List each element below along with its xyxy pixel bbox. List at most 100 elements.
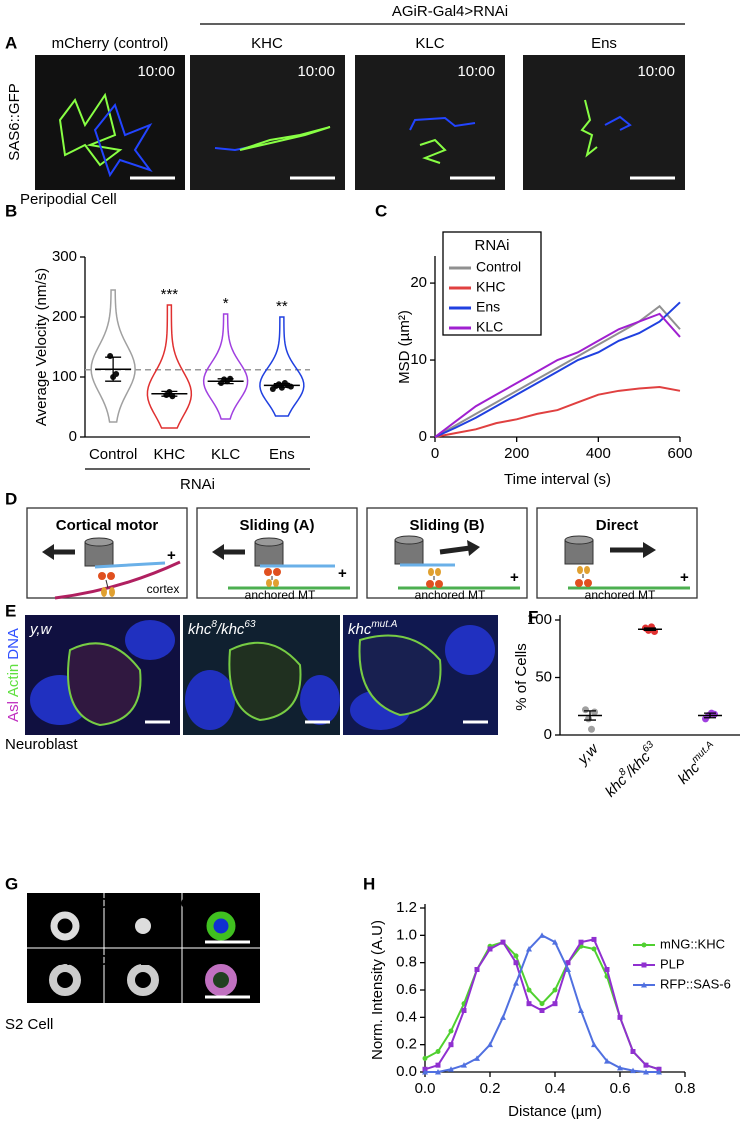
legend-label: RFP::SAS-6 xyxy=(660,976,731,991)
track-label: anchored MT xyxy=(415,588,486,602)
genotype-label-part: mut.A xyxy=(371,619,397,630)
marker xyxy=(527,988,532,993)
track-label: anchored MT xyxy=(585,588,656,602)
replicate-point xyxy=(582,706,589,713)
marker xyxy=(436,1049,441,1054)
channel-label: mNG::KHC xyxy=(30,895,108,912)
y-axis-title: Norm. Intensity (A.U) xyxy=(369,920,386,1060)
model-title: Sliding (B) xyxy=(410,517,485,534)
caption: Neuroblast xyxy=(5,736,78,753)
x-tick-label: 0.0 xyxy=(415,1080,436,1097)
timestamp: 10:00 xyxy=(637,63,675,80)
legend-title: RNAi xyxy=(474,237,509,254)
column-title: mCherry (control) xyxy=(52,35,169,52)
y-tick-label: 0 xyxy=(419,428,427,445)
legend-label: Control xyxy=(476,259,521,275)
panel-label: B xyxy=(5,201,17,220)
marker xyxy=(475,967,480,972)
replicate-point xyxy=(591,709,598,716)
channel-legend: AslActinDNA xyxy=(5,628,22,722)
plus-end: + xyxy=(167,547,176,564)
x-tick-label: 0.6 xyxy=(610,1080,631,1097)
y-tick-label: 200 xyxy=(52,308,77,325)
group-label: RNAi xyxy=(180,476,215,493)
legend-label: KHC xyxy=(476,279,506,295)
panel-label: H xyxy=(363,874,375,893)
y-tick-label: 1.2 xyxy=(396,899,417,916)
column-title: Ens xyxy=(591,35,617,52)
x-tick-label: Control xyxy=(89,446,137,463)
x-tick-label: KLC xyxy=(211,446,240,463)
x-tick-label: KHC xyxy=(154,446,186,463)
channel-label: PLP xyxy=(130,952,159,969)
marker xyxy=(540,1001,545,1006)
x-axis-title: Time interval (s) xyxy=(504,471,611,488)
x-axis-title: Distance (µm) xyxy=(508,1103,602,1120)
plus-end: + xyxy=(680,569,689,586)
y-axis-title: % of Cells xyxy=(513,643,530,711)
marker xyxy=(644,1063,649,1068)
y-tick-label: 0.6 xyxy=(396,981,417,998)
model-title: Sliding (A) xyxy=(240,517,315,534)
channel-label: mNG::KHC xyxy=(30,952,108,969)
x-tick-label: 600 xyxy=(667,445,692,462)
panel-label: A xyxy=(5,33,17,52)
marker xyxy=(462,1008,467,1013)
y-tick-label: 1.0 xyxy=(396,926,417,943)
marker xyxy=(514,960,519,965)
genotype-label: y,w xyxy=(29,621,53,638)
plus-end: + xyxy=(510,569,519,586)
y-tick-label: 0.2 xyxy=(396,1036,417,1053)
marker xyxy=(501,940,506,945)
marker xyxy=(592,947,597,952)
significance: ** xyxy=(276,298,288,315)
marker xyxy=(642,943,647,948)
y-tick-label: 0.0 xyxy=(396,1063,417,1080)
y-tick-label: 0 xyxy=(544,726,552,743)
x-tick-label: 0 xyxy=(431,445,439,462)
marker xyxy=(527,1001,532,1006)
marker xyxy=(592,937,597,942)
column-title: KHC xyxy=(251,35,283,52)
replicate-point xyxy=(588,726,595,733)
marker xyxy=(642,963,647,968)
panel-label: E xyxy=(5,601,16,620)
y-tick-label: 50 xyxy=(535,668,552,685)
caption: Peripodial Cell xyxy=(20,191,117,208)
y-tick-label: 0.4 xyxy=(396,1008,417,1025)
legend-label: mNG::KHC xyxy=(660,936,725,951)
y-tick-label: 100 xyxy=(527,611,552,628)
panel-label: C xyxy=(375,201,387,220)
timestamp: 10:00 xyxy=(137,63,175,80)
timestamp: 10:00 xyxy=(297,63,335,80)
channel-name: Actin xyxy=(5,664,22,697)
channel-label: RFP::SAS6 xyxy=(110,895,189,912)
marker xyxy=(553,1001,558,1006)
x-tick-label: Ens xyxy=(269,446,295,463)
legend-label: Ens xyxy=(476,299,500,315)
y-axis-title: MSD (µm²) xyxy=(396,310,413,384)
column-title: KLC xyxy=(415,35,444,52)
marker xyxy=(449,1042,454,1047)
genotype-label-part: khc xyxy=(188,621,212,638)
genotype-label-part: y,w xyxy=(29,621,53,638)
marker xyxy=(423,1056,428,1061)
y-tick-label: 0.8 xyxy=(396,954,417,971)
header: AGiR-Gal4>RNAi xyxy=(392,3,508,20)
y-tick-label: 0 xyxy=(69,428,77,445)
x-tick-label: 200 xyxy=(504,445,529,462)
x-tick-label: 0.4 xyxy=(545,1080,566,1097)
genotype-label-part: /khc xyxy=(216,621,245,638)
marker xyxy=(579,940,584,945)
marker xyxy=(618,1015,623,1020)
y-tick-label: 100 xyxy=(52,368,77,385)
replicate-point xyxy=(107,353,113,359)
marker xyxy=(553,988,558,993)
marker xyxy=(605,967,610,972)
x-tick-label: 400 xyxy=(586,445,611,462)
marker xyxy=(631,1049,636,1054)
y-axis-title: Average Velocity (nm/s) xyxy=(33,268,50,426)
y-label: SAS6::GFP xyxy=(6,83,23,161)
marker xyxy=(514,953,519,958)
channel-name: DNA xyxy=(5,628,22,660)
